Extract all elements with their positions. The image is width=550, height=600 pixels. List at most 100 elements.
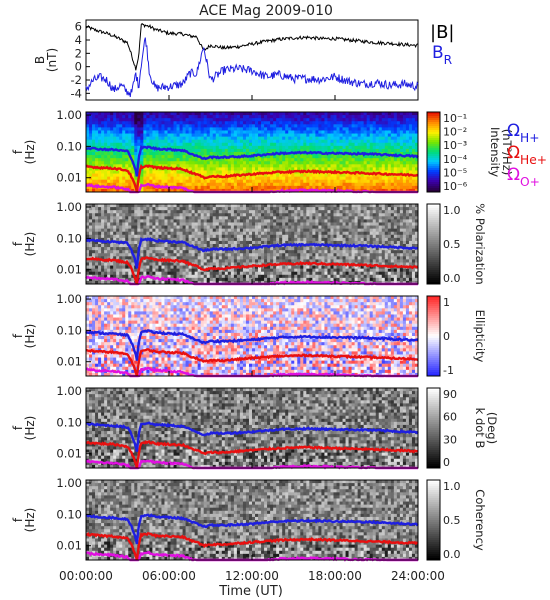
spectrogram-cell [318,161,322,165]
spectrogram-cell [203,112,208,116]
spectrogram-cell [221,250,226,254]
spectrogram-cell [185,164,190,168]
spectrogram-cell [110,204,114,208]
spectrogram-cell [182,152,186,156]
spectrogram-cell [276,124,280,128]
spectrogram-cell [170,161,174,165]
spectrogram-cell [309,231,313,236]
spectrogram-cell [245,280,250,285]
spectrogram-cell [248,268,253,273]
spectrogram-cell [89,231,93,236]
spectrogram-cell [203,222,208,226]
colorbar-tick-label: 10⁻⁵ [443,166,467,179]
spectrogram-cell [185,240,190,245]
spectrogram-cell [110,188,114,193]
spectrogram-cell [230,182,235,187]
spectrogram-cell [134,234,138,239]
spectrogram-cell [378,173,383,178]
spectrogram-cell [140,262,144,266]
spectrogram-cell [252,161,256,165]
spectrogram-cell [351,127,356,131]
spectrogram-cell [176,271,180,276]
spectrogram-cell [282,121,286,125]
spectrogram-cell [315,118,319,122]
spectrogram-cell [279,274,283,279]
spectrogram-cell [140,210,144,214]
spectrogram-cell [146,280,150,285]
spectrogram-cell [215,228,220,233]
spectrogram-cell [245,182,250,187]
spectrogram-cell [167,121,171,125]
spectrogram-cell [116,182,120,187]
spectrogram-cell [107,115,111,119]
spectrogram-cell [146,271,150,276]
spectrogram-cell [357,155,362,159]
spectrogram-cell [89,228,93,233]
spectrogram-cell [200,253,205,257]
spectrogram-cell [197,274,202,279]
spectrogram-cell [233,152,238,156]
spectrogram-cell [98,145,102,150]
spectrogram-cell [279,115,283,119]
spectrogram-cell [384,148,389,153]
spectrogram-cell [327,148,331,153]
spectrogram-cell [143,210,147,214]
spectrogram-cell [173,222,177,226]
spectrogram-cell [239,259,244,263]
spectrogram-cell [411,188,416,193]
spectrogram-cell [315,185,319,190]
spectrogram-cell [101,173,105,178]
spectrogram-cell [288,210,292,214]
spectrogram-cell [107,213,111,217]
spectrogram-cell [137,231,141,236]
spectrogram-cell [140,130,144,134]
spectrogram-cell [194,167,199,171]
spectrogram-cell [167,247,171,251]
spectrogram-cell [143,124,147,128]
spectrogram-cell [369,121,374,125]
spectrogram-cell [239,179,244,184]
spectrogram-cell [414,112,419,116]
spectrogram-cell [86,262,90,266]
spectrogram-cell [360,167,365,171]
spectrogram-cell [203,164,208,168]
spectrogram-cell [236,115,241,119]
spectrogram-cell [230,262,235,266]
spectrogram-cell [357,158,362,162]
spectrogram-cell [321,219,325,223]
spectrogram-cell [89,124,93,128]
spectrogram-cell [185,130,190,134]
spectrogram-cell [215,240,220,245]
spectrogram-cell [143,148,147,153]
spectrogram-cell [224,136,229,141]
spectrogram-cell [324,121,328,125]
spectrogram-cell [303,182,307,187]
spectrogram-cell [164,173,168,178]
spectrogram-cell [276,142,280,147]
spectrogram-cell [212,231,217,236]
spectrogram-cell [173,130,177,134]
spectrogram-cell [188,167,193,171]
spectrogram-cell [98,256,102,260]
spectrogram-cell [236,136,241,141]
spectrogram-cell [227,234,232,239]
colorbar-cell [427,118,440,121]
spectrogram-cell [221,176,226,181]
spectrogram-cell [191,161,196,165]
y-tick-label: 4 [75,33,82,47]
spectrogram-cell [155,274,159,279]
spectrogram-cell [233,231,238,236]
spectrogram-cell [381,142,386,147]
spectrogram-cell [191,219,196,223]
spectrogram-cell [273,139,277,144]
spectrogram-cell [318,130,322,134]
spectrogram-cell [315,231,319,236]
spectrogram-cell [411,115,416,119]
spectrogram-cell [291,136,295,141]
spectrogram-cell [366,170,371,174]
spectrogram-cell [218,204,223,208]
spectrogram-cell [294,167,298,171]
spectrogram-cell [134,204,138,208]
spectrogram-cell [300,231,304,236]
spectrogram-cell [101,161,105,165]
